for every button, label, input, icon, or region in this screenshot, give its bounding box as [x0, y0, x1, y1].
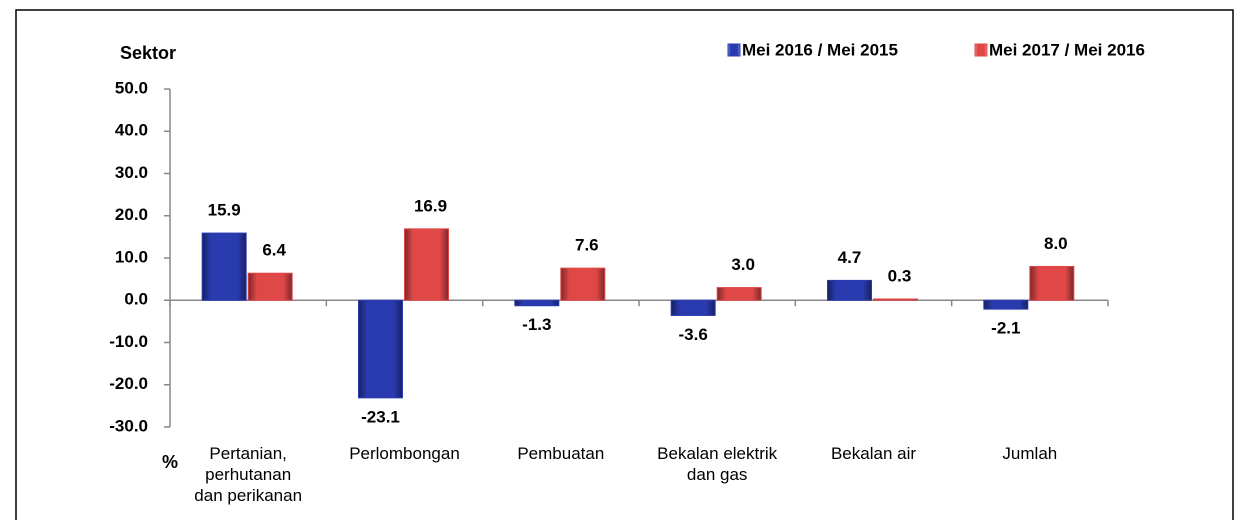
data-label: -1.3 [522, 315, 551, 334]
data-label: 7.6 [575, 236, 599, 255]
bar [670, 299, 716, 316]
data-label: -23.1 [361, 407, 400, 426]
label-line: dan gas [687, 465, 748, 484]
y-tick-label: -30.0 [109, 416, 148, 435]
bar [983, 299, 1029, 310]
data-label: 6.4 [262, 241, 286, 260]
label-line: Pertanian, [209, 444, 287, 463]
y-tick-label: 20.0 [115, 205, 148, 224]
x-tick-label: Pertanian, perhutanan dan perikanan [194, 444, 302, 505]
x-tick-label: Bekalan air [831, 444, 916, 463]
bar [201, 232, 247, 301]
frame [15, 9, 1234, 520]
x-tick-label: Perlombongan [349, 444, 460, 463]
data-label: 15.9 [208, 201, 241, 220]
y-tick-label: 30.0 [115, 163, 148, 182]
label-line: Pembuatan [517, 444, 604, 463]
bar [1029, 265, 1075, 301]
y-tick-label: 50.0 [115, 78, 148, 97]
y-tick-label: 10.0 [115, 247, 148, 266]
bar [404, 228, 449, 301]
label-line: Jumlah [1002, 444, 1057, 463]
bar [358, 299, 403, 399]
y-axis-title: Sektor [120, 43, 176, 63]
label-line: Bekalan elektrik [657, 444, 778, 463]
legend-swatch [974, 43, 988, 57]
data-label: 16.9 [414, 196, 447, 215]
y-tick-label: -20.0 [109, 374, 148, 393]
data-label: -3.6 [679, 325, 708, 344]
y-tick-label: 0.0 [124, 290, 148, 309]
bar [514, 299, 560, 307]
label-line: dan perikanan [194, 486, 302, 505]
data-label: 0.3 [888, 266, 912, 285]
data-label: 3.0 [731, 255, 755, 274]
data-label: 8.0 [1044, 234, 1068, 253]
bar [873, 298, 918, 301]
label-line: perhutanan [205, 465, 291, 484]
legend-label: Mei 2016 / Mei 2015 [742, 40, 898, 59]
y-tick-label: -10.0 [109, 332, 148, 351]
legend-swatch [727, 43, 741, 57]
x-tick-label: Pembuatan [517, 444, 604, 463]
bar [716, 287, 762, 301]
bar [247, 272, 293, 301]
x-axis-title: % [162, 452, 178, 472]
bar [827, 279, 872, 301]
legend-label: Mei 2017 / Mei 2016 [989, 40, 1145, 59]
label-line: Bekalan air [831, 444, 916, 463]
data-label: -2.1 [991, 319, 1020, 338]
x-tick-label: Jumlah [1002, 444, 1057, 463]
x-tick-label: Bekalan elektrik dan gas [657, 444, 778, 484]
bar [560, 267, 606, 301]
label-line: Perlombongan [349, 444, 460, 463]
y-tick-label: 40.0 [115, 121, 148, 140]
data-label: 4.7 [838, 248, 862, 267]
